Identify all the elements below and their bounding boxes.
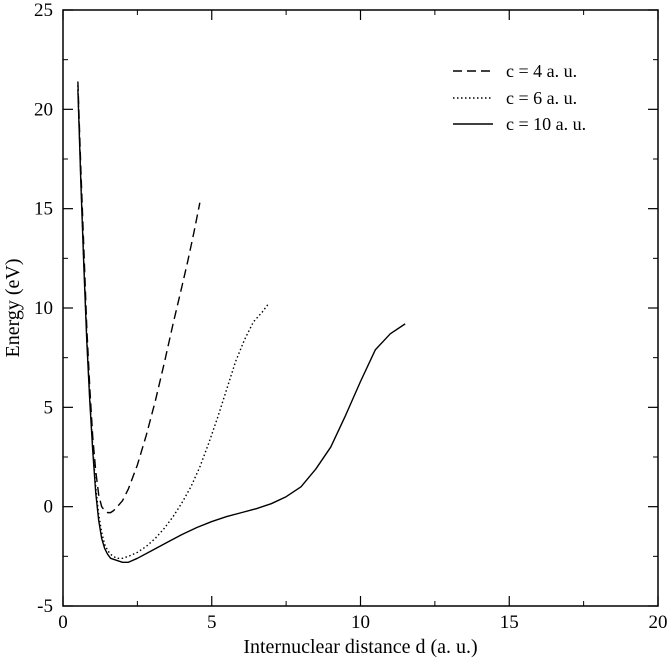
y-axis-title: Energy (eV) (2, 258, 24, 357)
y-tick-label: 10 (34, 298, 53, 319)
legend: c = 4 a. u. c = 6 a. u. c = 10 a. u. (453, 61, 586, 134)
y-tick-label: -5 (37, 596, 53, 617)
legend-label-3: c = 10 a. u. (506, 114, 586, 134)
legend-label-1: c = 4 a. u. (506, 61, 577, 81)
y-tick-label: 25 (34, 0, 53, 21)
x-tick-label: 0 (58, 612, 68, 633)
x-tick-label: 10 (351, 612, 370, 633)
y-tick-label: 20 (34, 99, 53, 120)
y-tick-label: 15 (34, 199, 53, 220)
series-line-2 (77, 85, 269, 560)
y-tick-label: 0 (44, 497, 54, 518)
series-layer (77, 81, 406, 563)
legend-label-2: c = 6 a. u. (506, 88, 577, 108)
x-tick-label: 20 (649, 612, 668, 633)
series-line-1 (77, 81, 201, 514)
x-tick-label: 15 (500, 612, 519, 633)
x-axis-title: Internuclear distance d (a. u.) (243, 636, 477, 658)
series-line-3 (77, 89, 406, 563)
x-tick-label: 5 (207, 612, 217, 633)
y-tick-label: 5 (44, 397, 54, 418)
